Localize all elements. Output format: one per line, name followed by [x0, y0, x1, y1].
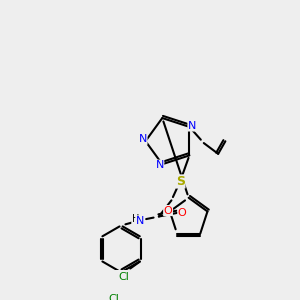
- Text: Cl: Cl: [109, 294, 119, 300]
- Text: S: S: [176, 175, 185, 188]
- Text: N: N: [155, 160, 164, 170]
- Text: H: H: [132, 214, 139, 224]
- Text: N: N: [188, 121, 196, 131]
- Text: Cl: Cl: [118, 272, 129, 282]
- Text: N: N: [139, 134, 147, 144]
- Text: N: N: [136, 216, 144, 226]
- Text: O: O: [164, 206, 172, 215]
- Text: O: O: [178, 208, 187, 218]
